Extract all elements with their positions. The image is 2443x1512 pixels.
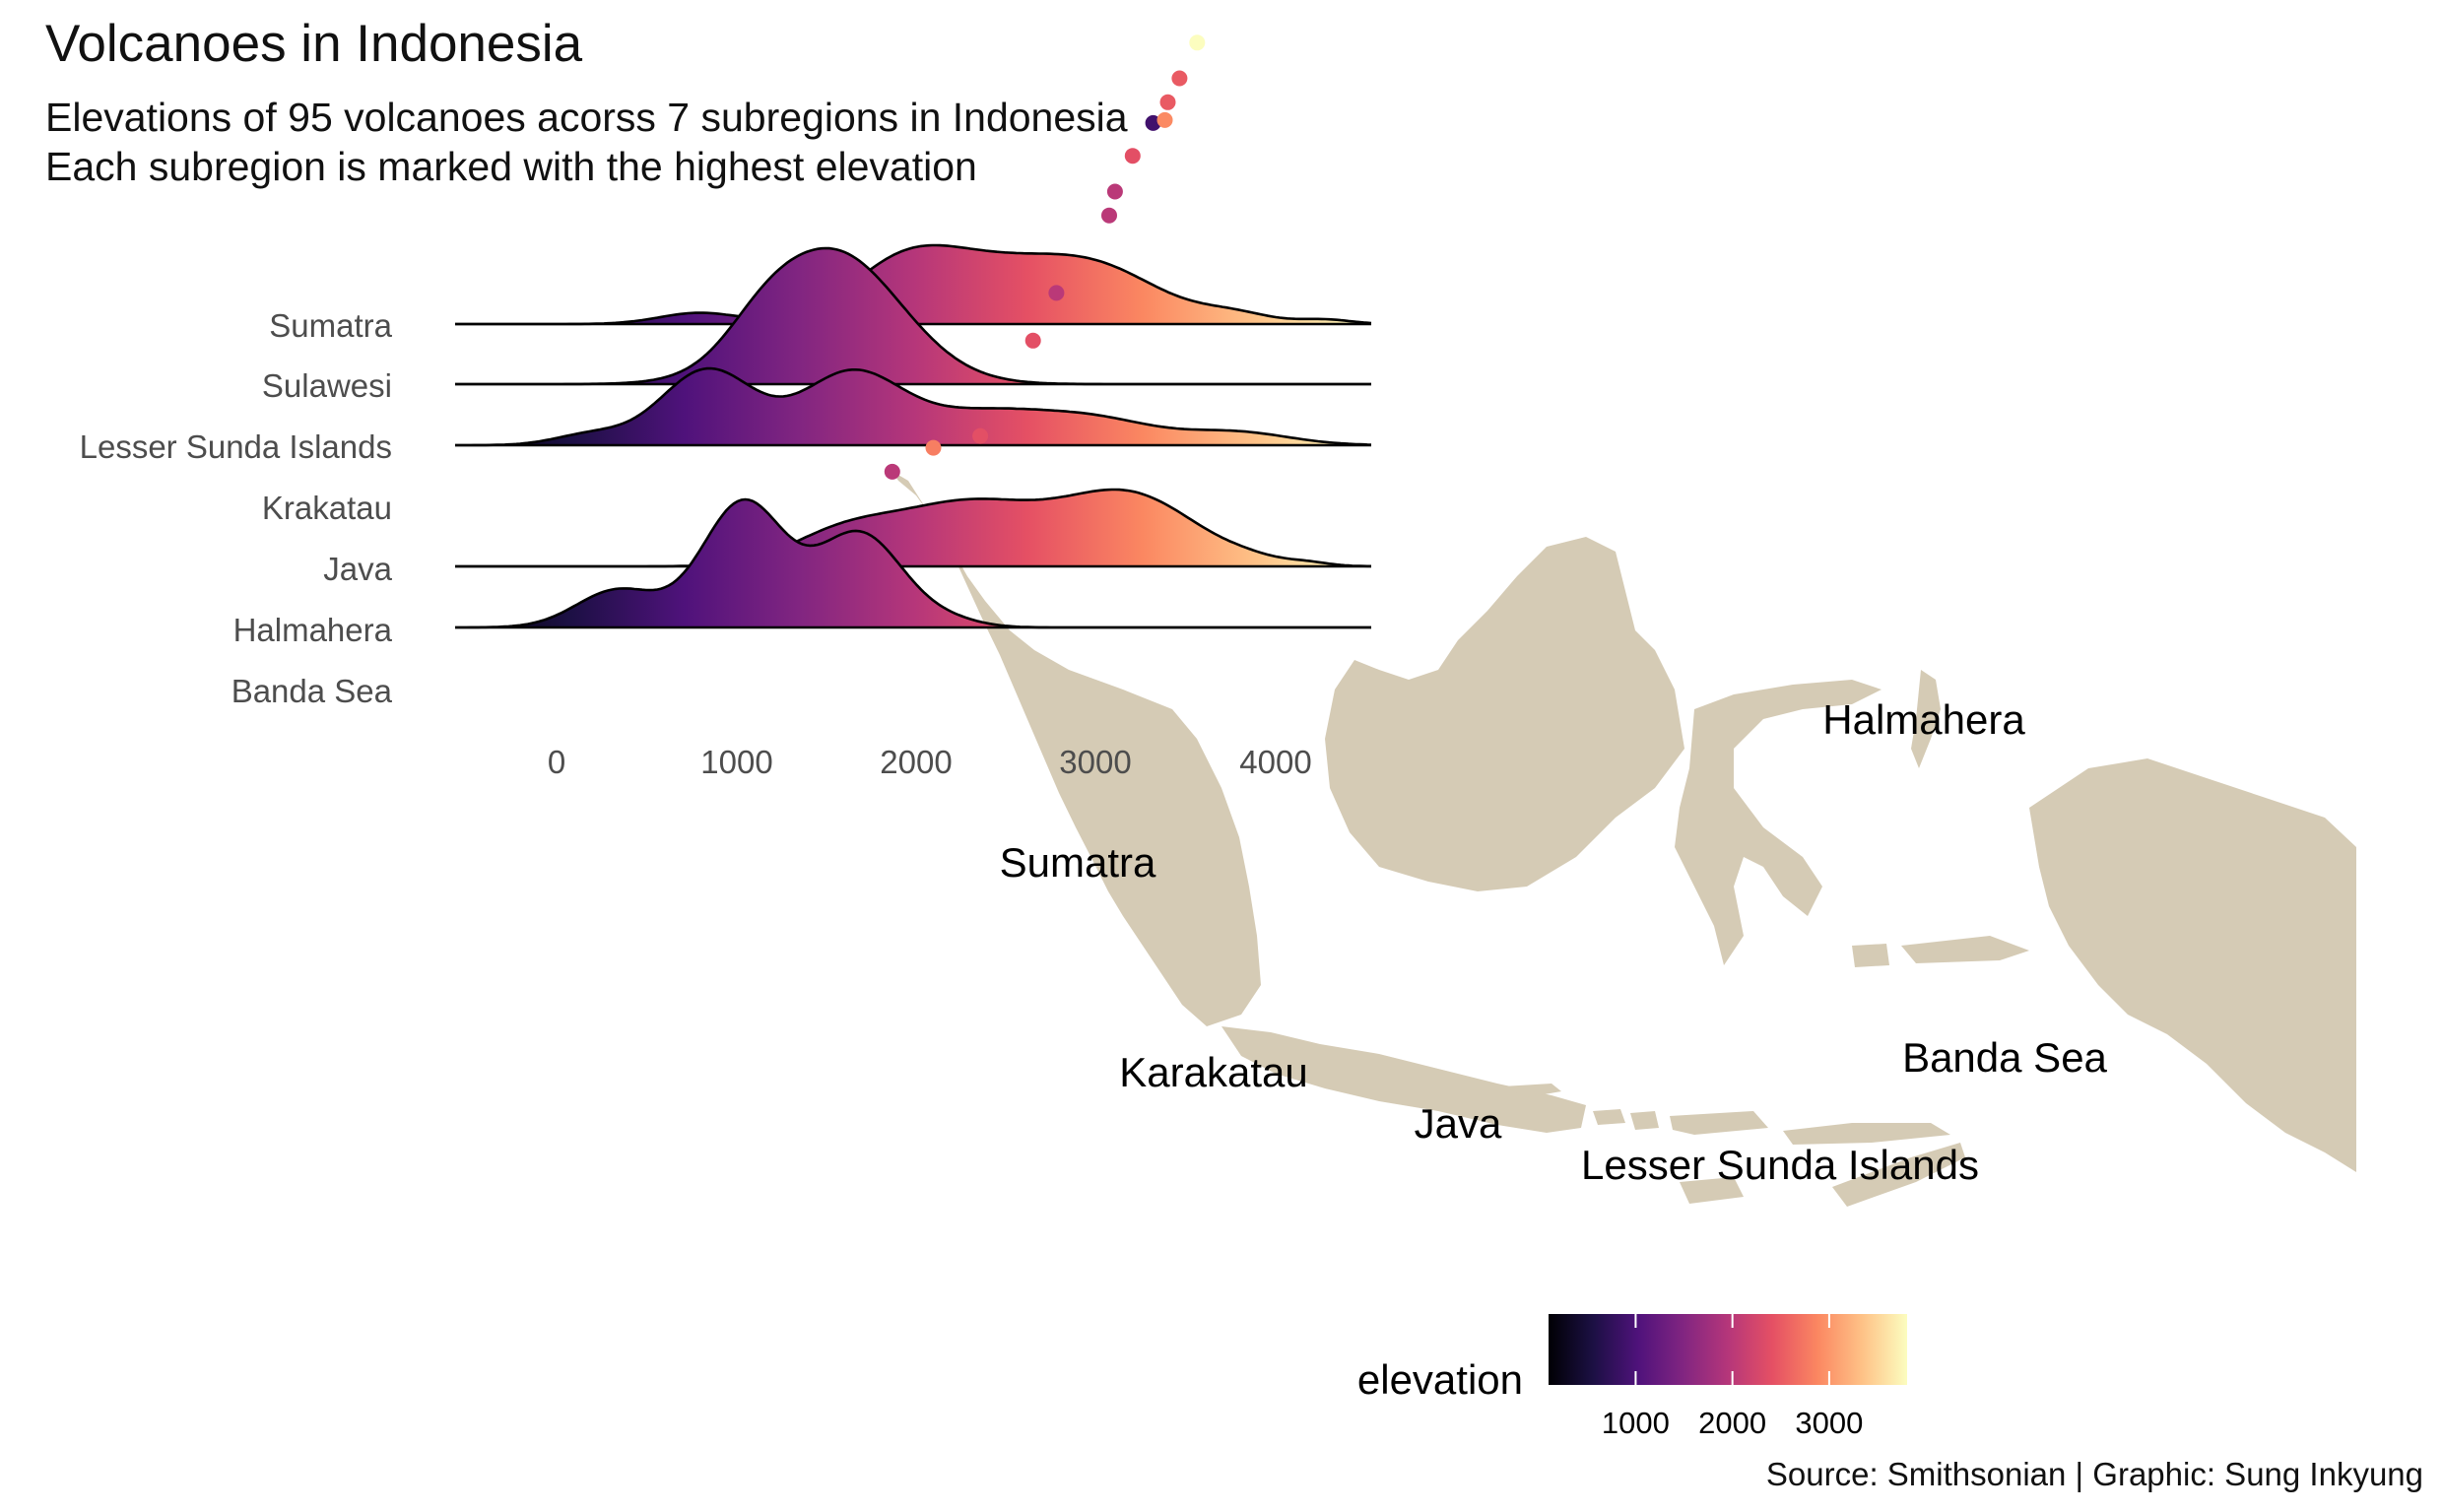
ylabel-java: Java <box>323 551 392 587</box>
subtitle-line-1: Elevations of 95 volcanoes acorss 7 subr… <box>45 95 1128 140</box>
landmass-halmahera <box>1911 670 1941 768</box>
chart-subtitle: Elevations of 95 volcanoes acorss 7 subr… <box>45 93 1128 191</box>
volcano-point-2 <box>972 427 989 444</box>
region-labels: Halmahera Sumatra Karakatau Banda Sea Ja… <box>1000 696 2108 1188</box>
ylabel-krakatau: Krakatau <box>262 490 392 526</box>
volcano-point-10 <box>1159 94 1176 110</box>
region-label-karakatau: Karakatau <box>1119 1049 1307 1095</box>
xtick-4000: 4000 <box>1239 744 1311 780</box>
ridge-fill-sulawesi <box>455 248 1371 384</box>
elevation-legend: elevation 1000 2000 3000 <box>1357 1314 1907 1440</box>
landmass-lombok <box>1630 1111 1659 1130</box>
ridgeline-plot <box>455 243 1372 629</box>
legend-tick-label-1000: 1000 <box>1602 1406 1670 1440</box>
volcano-point-6 <box>1106 183 1123 200</box>
volcano-point-11 <box>1171 70 1188 87</box>
ridge-fill-sumatra <box>455 245 1371 324</box>
xtick-1000: 1000 <box>700 744 772 780</box>
ridge-fill-halmahera <box>455 499 1371 627</box>
landmass-sumbawa <box>1670 1111 1768 1135</box>
volcano-point-12 <box>1189 34 1206 51</box>
chart-title: Volcanoes in Indonesia <box>45 15 583 73</box>
subtitle-line-2: Each subregion is marked with the highes… <box>45 144 977 189</box>
volcano-point-9 <box>1156 111 1173 128</box>
volcano-point-3 <box>1024 332 1041 349</box>
volcano-point-1 <box>925 439 942 456</box>
landmass-bali <box>1593 1109 1625 1125</box>
landmass-new-guinea <box>2029 758 2356 1172</box>
volcano-point-5 <box>1101 207 1117 224</box>
landmass-sumatra <box>891 471 1261 1026</box>
xtick-2000: 2000 <box>880 744 952 780</box>
landmass-timor <box>1832 1143 1965 1207</box>
indonesia-map <box>891 471 2356 1207</box>
landmass-madura <box>1502 1084 1561 1097</box>
ridgeline-y-axis: Sumatra Sulawesi Lesser Sunda Islands Kr… <box>80 307 393 709</box>
legend-ticks: 1000 2000 3000 <box>1602 1314 1863 1440</box>
ridge-line-lesser-sunda-islands <box>455 366 1372 447</box>
volcano-point-4 <box>1048 285 1065 301</box>
landmass-sulawesi <box>1675 680 1882 965</box>
volcano-point-0 <box>884 463 900 480</box>
ylabel-banda-sea: Banda Sea <box>231 673 393 709</box>
ridge-fill-lesser-sunda-islands <box>455 368 1371 445</box>
region-label-halmahera: Halmahera <box>1822 696 2025 743</box>
chart-caption: Source: Smithsonian | Graphic: Sung Inky… <box>1765 1456 2423 1492</box>
region-label-sumatra: Sumatra <box>1000 839 1156 886</box>
volcano-points <box>884 34 1206 480</box>
region-label-java: Java <box>1415 1100 1502 1147</box>
legend-tick-label-3000: 3000 <box>1795 1406 1863 1440</box>
legend-colorbar <box>1549 1314 1907 1385</box>
landmass-java <box>1222 1026 1586 1133</box>
legend-tick-label-2000: 2000 <box>1698 1406 1766 1440</box>
landmass-sumba <box>1680 1177 1744 1204</box>
ylabel-lesser-sunda-islands: Lesser Sunda Islands <box>80 428 392 465</box>
ylabel-sulawesi: Sulawesi <box>262 367 392 404</box>
region-label-lesser-sunda-islands: Lesser Sunda Islands <box>1581 1142 1979 1188</box>
ylabel-sumatra: Sumatra <box>269 307 392 344</box>
landmass-buru <box>1852 944 1889 967</box>
landmass-seram <box>1901 936 2029 963</box>
xtick-0: 0 <box>548 744 565 780</box>
landmass-flores <box>1783 1123 1950 1145</box>
xtick-3000: 3000 <box>1059 744 1131 780</box>
ridge-fill-java <box>455 490 1371 566</box>
region-label-banda-sea: Banda Sea <box>1902 1034 2107 1081</box>
volcano-point-7 <box>1124 148 1141 164</box>
landmass-borneo <box>1325 537 1684 891</box>
ridgeline-x-axis: 0 1000 2000 3000 4000 <box>548 744 1312 780</box>
ylabel-halmahera: Halmahera <box>233 612 393 648</box>
legend-title: elevation <box>1357 1356 1523 1403</box>
